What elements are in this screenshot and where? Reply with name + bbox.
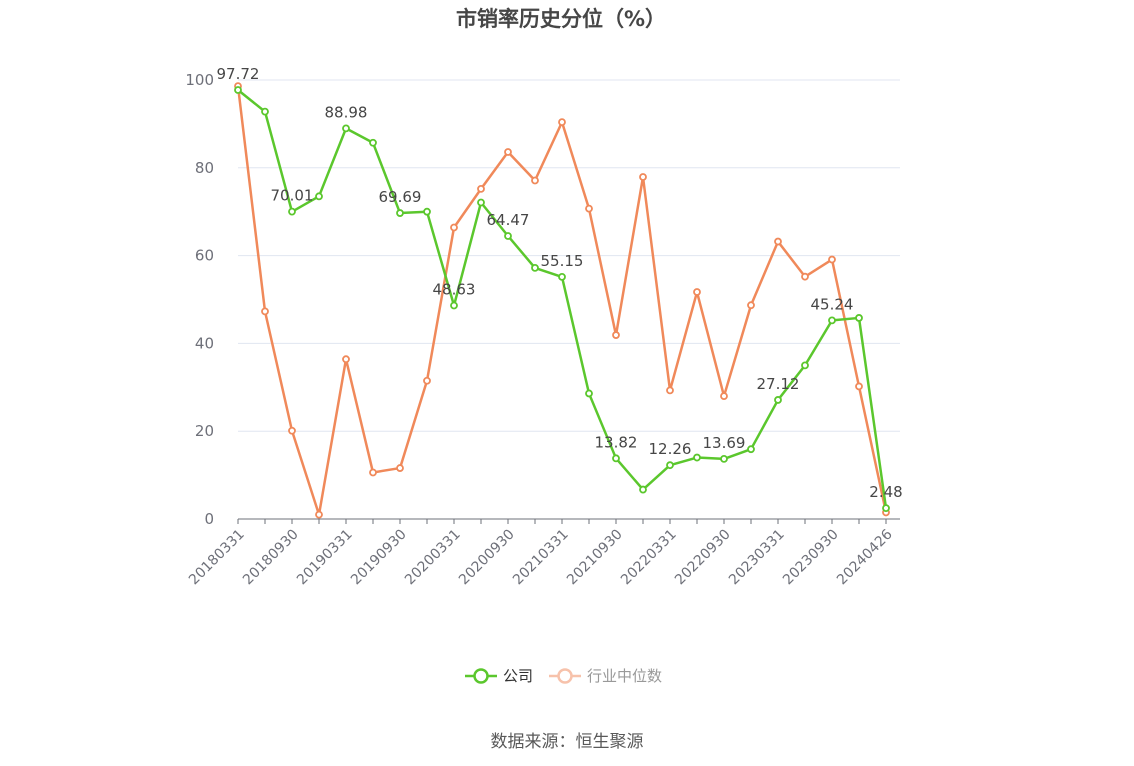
data-point[interactable]	[342, 124, 350, 133]
x-tick-label: 20190930	[348, 526, 410, 588]
x-tick-label: 20230331	[726, 526, 788, 588]
x-tick-label: 20240426	[834, 526, 896, 588]
data-point[interactable]	[504, 232, 512, 240]
data-label: 69.69	[379, 188, 422, 206]
series-line-industry	[236, 85, 888, 516]
data-point[interactable]	[315, 192, 323, 201]
data-point[interactable]	[720, 392, 728, 400]
data-point[interactable]	[639, 173, 647, 181]
data-point[interactable]	[747, 301, 755, 310]
data-point[interactable]	[585, 389, 593, 398]
data-label: 55.15	[541, 252, 584, 270]
data-label: 27.12	[757, 375, 800, 393]
data-point[interactable]	[234, 86, 242, 94]
legend-item-company[interactable]: 公司	[465, 667, 533, 685]
data-point[interactable]	[261, 107, 269, 116]
data-label: 2.48	[869, 483, 902, 501]
data-point[interactable]	[315, 510, 323, 519]
data-point[interactable]	[585, 204, 593, 213]
legend-marker	[473, 668, 489, 684]
data-point[interactable]	[531, 263, 539, 272]
data-label: 13.69	[703, 434, 746, 452]
data-point[interactable]	[477, 184, 485, 193]
data-label: 45.24	[811, 295, 854, 313]
data-point[interactable]	[450, 301, 458, 310]
legend[interactable]: 公司 行业中位数	[465, 667, 662, 685]
grid	[238, 79, 900, 432]
x-tick-label: 20210331	[510, 526, 572, 588]
data-point[interactable]	[801, 361, 809, 370]
y-tick-label: 60	[195, 247, 214, 265]
series-points	[234, 82, 890, 519]
legend-marker	[557, 668, 573, 684]
data-point[interactable]	[855, 382, 863, 391]
data-point[interactable]	[477, 198, 485, 207]
data-label: 12.26	[649, 440, 692, 458]
data-label: 70.01	[271, 187, 314, 205]
x-tick-label: 20180930	[240, 526, 302, 588]
data-point[interactable]	[396, 209, 404, 217]
data-point[interactable]	[693, 453, 701, 462]
data-label: 88.98	[325, 103, 368, 121]
chart-title: 市销率历史分位（%）	[456, 7, 666, 31]
data-label: 97.72	[217, 65, 260, 83]
data-labels: 97.72 70.01 88.98 69.69 48.63 64.47 55.15 13.82…	[217, 65, 903, 501]
data-point[interactable]	[693, 288, 701, 296]
data-point[interactable]	[558, 272, 566, 281]
series-line-company	[237, 89, 888, 509]
x-tick-label: 20190331	[294, 526, 356, 588]
x-tick-label: 20220930	[672, 526, 734, 588]
x-tick-label: 20230930	[780, 526, 842, 588]
x-tick-label: 20180331	[186, 526, 248, 588]
data-label: 13.82	[595, 433, 638, 451]
data-point[interactable]	[504, 148, 512, 156]
data-point[interactable]	[261, 307, 269, 316]
y-tick-label: 0	[204, 510, 214, 528]
data-point[interactable]	[531, 176, 539, 185]
y-tick-label: 80	[195, 159, 214, 177]
data-point[interactable]	[288, 426, 296, 435]
data-point[interactable]	[288, 207, 296, 216]
data-point[interactable]	[423, 376, 431, 385]
series-lines	[236, 85, 888, 516]
y-tick-label: 40	[195, 334, 214, 352]
x-tick-label: 20220331	[618, 526, 680, 588]
data-point[interactable]	[801, 272, 809, 281]
data-point[interactable]	[612, 331, 620, 339]
data-point[interactable]	[774, 237, 782, 246]
data-point[interactable]	[882, 504, 890, 513]
data-point[interactable]	[450, 223, 458, 232]
x-tick-label: 20210930	[564, 526, 626, 588]
x-tick-label: 20200331	[402, 526, 464, 588]
y-tick-label: 20	[195, 422, 214, 440]
data-point[interactable]	[720, 455, 728, 463]
data-point[interactable]	[342, 355, 350, 364]
data-point[interactable]	[558, 118, 566, 127]
legend-label: 公司	[503, 667, 533, 685]
source-note: 数据来源：恒生聚源	[491, 732, 644, 752]
data-point[interactable]	[666, 386, 674, 395]
data-label: 64.47	[487, 211, 530, 229]
data-point[interactable]	[396, 464, 404, 472]
data-point[interactable]	[828, 255, 836, 264]
data-point[interactable]	[423, 207, 431, 216]
x-tick-label: 20200930	[456, 526, 518, 588]
data-point[interactable]	[666, 461, 674, 470]
data-point[interactable]	[612, 454, 620, 463]
data-point[interactable]	[369, 138, 377, 147]
data-point[interactable]	[828, 316, 836, 325]
legend-label: 行业中位数	[587, 667, 662, 685]
data-point[interactable]	[639, 485, 647, 494]
data-point[interactable]	[747, 445, 755, 454]
x-axis: 2018033120180930201903312019093020200331…	[186, 518, 900, 588]
data-label: 48.63	[433, 281, 476, 299]
y-axis: 0 20 40 60 80 100	[185, 71, 214, 528]
data-point[interactable]	[774, 396, 782, 404]
y-tick-label: 100	[185, 71, 214, 89]
data-point[interactable]	[369, 468, 377, 477]
legend-item-industry[interactable]: 行业中位数	[549, 667, 662, 685]
data-point[interactable]	[855, 314, 863, 322]
